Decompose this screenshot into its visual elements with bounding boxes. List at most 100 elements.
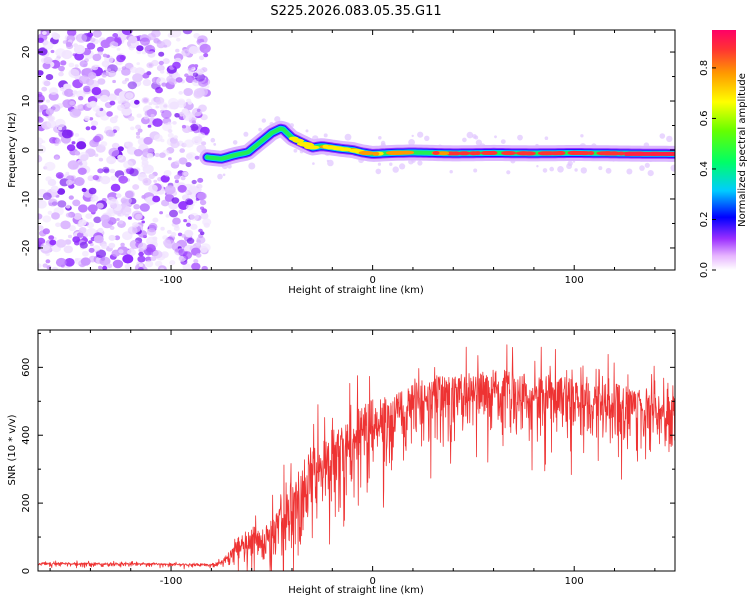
noise-blob [142,79,152,87]
noise-blob [183,171,189,176]
noise-blob [74,258,79,262]
noise-blob [79,60,88,68]
noise-blob [100,175,111,185]
noise-blob [647,170,654,177]
noise-blob [178,157,188,165]
noise-blob [59,87,65,92]
noise-blob [544,136,549,140]
noise-blob [162,239,172,247]
noise-blob [68,195,74,200]
noise-blob [63,245,73,254]
noise-blob [153,179,158,183]
noise-blob [96,202,104,209]
noise-blob [47,178,57,187]
noise-blob [143,115,149,120]
noise-blob [344,133,352,141]
noise-blob [78,151,90,162]
noise-blob [133,204,140,210]
noise-blob [89,100,97,107]
noise-blob [61,129,73,139]
noise-blob [87,175,95,182]
signal-core [611,151,618,156]
noise-blob [69,100,75,106]
noise-blob [42,62,51,70]
noise-blob [77,167,87,175]
noise-blob [574,168,578,172]
noise-blob [73,212,82,220]
signal-core [372,151,380,156]
noise-blob [109,168,116,174]
noise-blob [128,45,135,51]
noise-blob [94,153,99,157]
noise-blob [38,263,42,269]
noise-blob [161,82,167,87]
noise-blob [130,66,138,73]
noise-blob [191,179,197,185]
noise-blob [174,160,181,166]
noise-blob [63,83,70,89]
noise-blob [137,255,146,263]
noise-blob [191,120,196,124]
noise-blob [168,78,178,85]
spectrogram-y-label: Frequency (Hz) [7,112,18,188]
signal-core [596,151,613,156]
noise-blob [194,64,199,68]
noise-blob [191,262,201,270]
noise-blob [184,247,189,252]
noise-blob [147,201,154,206]
noise-blob [54,138,62,144]
noise-blob [200,212,209,220]
noise-blob [117,146,124,152]
noise-blob [143,136,153,145]
noise-blob [137,242,148,251]
noise-blob [258,127,262,132]
y-tick-label: -10 [21,191,32,207]
signal-core [617,151,626,156]
noise-blob [86,42,96,50]
noise-blob [58,71,64,77]
noise-blob [152,195,161,203]
noise-blob [110,175,117,181]
noise-blob [567,160,573,166]
noise-blob [80,257,91,266]
noise-blob [659,133,666,139]
noise-blob [91,64,99,71]
noise-blob [60,220,71,230]
noise-blob [135,131,141,136]
noise-blob [43,41,54,50]
colorbar-label: Normalized spectral amplitude [737,73,748,227]
noise-blob [145,260,154,268]
y-tick-label: 600 [21,358,32,377]
noise-blob [62,99,73,108]
noise-blob [68,62,75,68]
signal-core [469,151,479,156]
noise-blob [199,43,211,54]
noise-blob [42,215,52,223]
noise-blob [424,135,430,141]
noise-blob [38,70,44,76]
noise-blob [117,67,122,72]
noise-blob [74,133,80,137]
noise-blob [48,235,55,241]
noise-blob [232,140,238,145]
noise-blob [141,97,150,104]
spectrogram-x-label: Height of straight line (km) [288,285,424,296]
noise-blob [198,132,206,139]
x-tick-label: 0 [369,275,375,286]
noise-blob [178,91,183,95]
noise-blob [186,98,192,104]
noise-blob [106,111,113,117]
signal-core [432,151,440,155]
noise-blob [112,33,119,38]
noise-blob [160,251,169,259]
noise-blob [323,133,328,138]
noise-blob [116,218,120,221]
signal-core [482,151,497,155]
noise-blob [557,166,564,173]
noise-blob [203,222,210,228]
noise-blob [152,236,158,241]
noise-blob [49,239,57,246]
signal-core [587,151,595,156]
noise-blob [132,184,140,190]
